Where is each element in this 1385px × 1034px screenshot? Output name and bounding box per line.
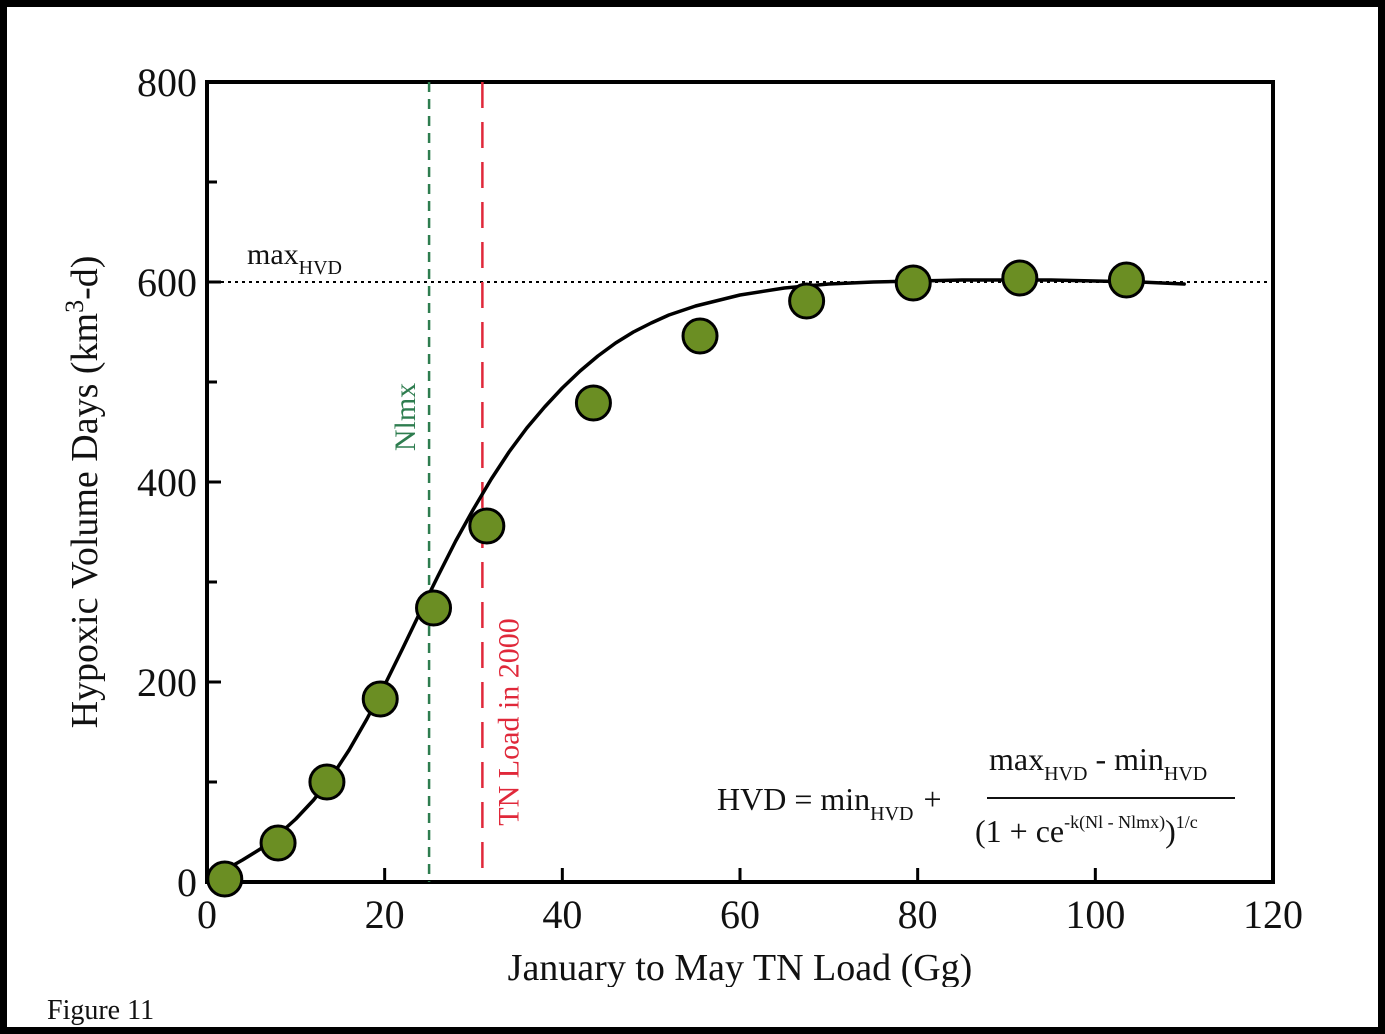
fit-curve: [205, 278, 1186, 881]
equation-numerator: maxHVD - minHVD: [989, 741, 1207, 785]
nlmx-label: Nlmx: [389, 383, 422, 451]
data-point-2: [259, 824, 297, 862]
data-point-4: [361, 680, 399, 718]
equation-denominator: (1 + ce-k(Nl - Nlmx))1/c: [975, 812, 1198, 849]
data-point-9: [788, 282, 826, 320]
data-point-1: [206, 860, 244, 898]
data-point-7: [574, 384, 612, 422]
x-tick-label: 40: [542, 892, 582, 937]
data-point-5: [415, 589, 453, 627]
y-tick-label: 200: [137, 660, 197, 705]
reference-lines: [207, 82, 1273, 882]
figure-frame: 0 200 400 600 800 0 20 40 60 80 100 120 maxHVD Nlm…: [7, 7, 1378, 1027]
data-point-12: [1107, 261, 1145, 299]
figure-caption: Figure 11: [47, 995, 155, 1026]
max-hvd-label: maxHVD: [247, 238, 342, 279]
hvd-equation: HVD = minHVD + maxHVD - minHVD (1 + ce-k(…: [717, 741, 1235, 849]
y-tick-label: 0: [177, 860, 197, 905]
y-tick-label: 600: [137, 260, 197, 305]
data-point-3: [308, 763, 346, 801]
y-tick-label: 800: [137, 60, 197, 105]
x-tick-label: 80: [898, 892, 938, 937]
x-axis-title: January to May TN Load (Gg): [508, 947, 973, 987]
data-point-10: [894, 264, 932, 302]
x-tick-label: 120: [1243, 892, 1303, 937]
y-tick-label: 400: [137, 460, 197, 505]
data-points: [206, 259, 1145, 898]
tn-load-2000-label: TN Load in 2000: [492, 618, 525, 825]
data-point-11: [1001, 259, 1039, 297]
data-point-6: [468, 507, 506, 545]
x-tick-label: 0: [197, 892, 217, 937]
equation-lhs: HVD = minHVD +: [717, 781, 942, 825]
hvd-chart: 0 200 400 600 800 0 20 40 60 80 100 120 maxHVD Nlm…: [60, 60, 1303, 987]
y-axis-title: Hypoxic Volume Days (km3-d): [60, 256, 106, 729]
x-tick-label: 60: [720, 892, 760, 937]
x-tick-label: 20: [365, 892, 405, 937]
fit-curve-layer: [205, 278, 1186, 881]
x-tick-label: 100: [1065, 892, 1125, 937]
x-axis: 0 20 40 60 80 100 120: [197, 868, 1303, 937]
data-point-8: [681, 317, 719, 355]
